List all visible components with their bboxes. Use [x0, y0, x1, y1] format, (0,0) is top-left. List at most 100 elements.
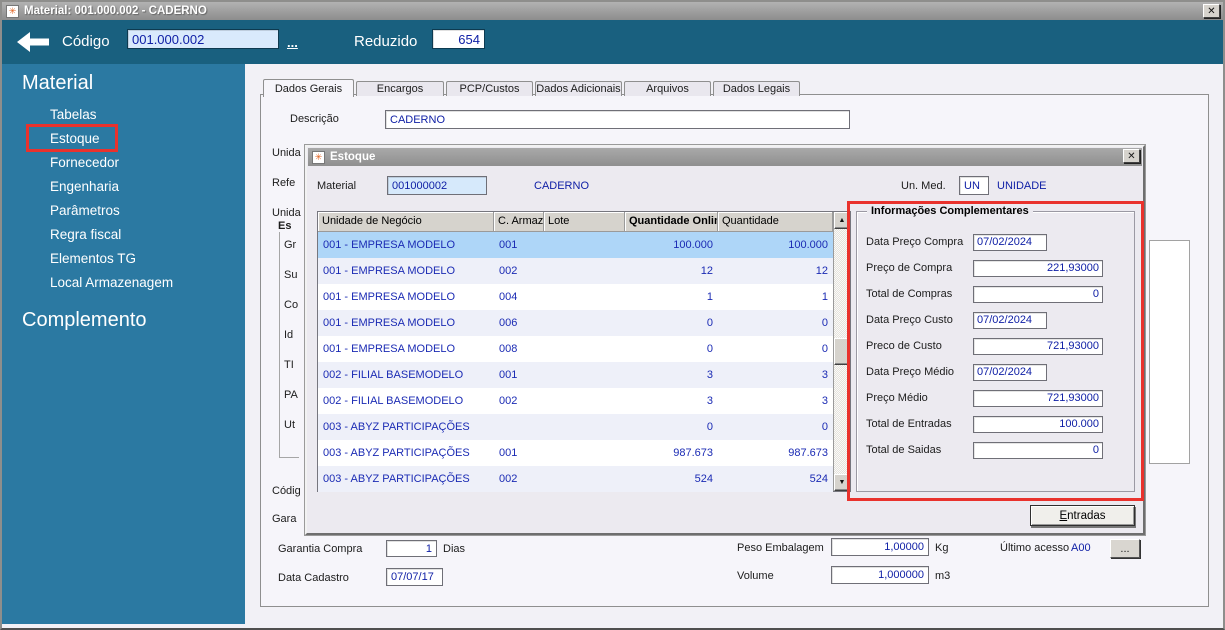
info-input-total-de-compras[interactable]: 0	[973, 285, 1103, 303]
table-cell: 008	[499, 343, 518, 355]
dialog-titlebar: ✳ Estoque	[308, 148, 1142, 166]
sidebar-item-tabelas[interactable]: Tabelas	[50, 107, 97, 122]
table-cell: 524	[809, 473, 828, 485]
tab-arquivos[interactable]: Arquivos	[624, 81, 711, 96]
info-label-preco-de-custo: Preco de Custo	[866, 340, 942, 352]
table-cell: 002	[499, 265, 518, 277]
table-cell	[494, 414, 544, 440]
table-cell	[544, 440, 625, 466]
column-header-quantidade[interactable]: Quantidade	[718, 212, 833, 232]
garantia-input[interactable]: 1	[386, 540, 437, 557]
column-header-quantidade-online[interactable]: Quantidade Online	[625, 212, 718, 232]
table-cell: 0	[821, 317, 828, 329]
table-scrollbar[interactable]: ▲ ▼	[833, 212, 850, 491]
codigo-input[interactable]: 001.000.002	[127, 29, 279, 49]
table-row[interactable]: 001 - EMPRESA MODELO 008 0 0	[318, 336, 833, 362]
info-input-data-prec-o-custo[interactable]: 07/02/2024	[973, 311, 1047, 329]
table-cell	[544, 466, 625, 492]
table-cell: 3	[821, 369, 828, 381]
column-header-unidade-de-nego-cio[interactable]: Unidade de Negócio	[318, 212, 494, 232]
sidebar-section-complemento: Complemento	[22, 309, 147, 331]
info-input-preco-de-custo[interactable]: 721,93000	[973, 337, 1103, 355]
info-field-row: Preço de Compra 221,93000	[857, 255, 1134, 281]
table-row[interactable]: 001 - EMPRESA MODELO 006 0 0	[318, 310, 833, 336]
table-cell: 1	[706, 291, 713, 303]
material-description: CADERNO	[534, 180, 590, 192]
info-input-prec-o-de-compra[interactable]: 221,93000	[973, 259, 1103, 277]
info-label-data-prec-o-compra: Data Preço Compra	[866, 236, 964, 248]
descricao-input[interactable]: CADERNO	[385, 110, 850, 129]
tab-dados-legais[interactable]: Dados Legais	[713, 81, 800, 96]
estoque-dialog: ✳ Estoque ✕ Material 001000002 CADERNO U…	[305, 145, 1145, 535]
peso-input[interactable]: 1,00000	[831, 538, 929, 556]
table-cell: 100.000	[788, 239, 828, 251]
table-row[interactable]: 001 - EMPRESA MODELO 004 1 1	[318, 284, 833, 310]
info-field-row: Data Preço Compra 07/02/2024	[857, 229, 1134, 255]
table-cell: 0	[706, 421, 713, 433]
sidebar-item-estoque[interactable]: Estoque	[26, 124, 118, 152]
info-label-total-de-entradas: Total de Entradas	[866, 418, 952, 430]
info-field-row: Data Preço Custo 07/02/2024	[857, 307, 1134, 333]
window-title: Material: 001.000.002 - CADERNO	[24, 5, 207, 17]
tab-encargos[interactable]: Encargos	[356, 81, 444, 96]
table-row[interactable]: 002 - FILIAL BASEMODELO 001 3 3	[318, 362, 833, 388]
reduzido-input[interactable]: 654	[432, 29, 485, 49]
table-cell: 001 - EMPRESA MODELO	[323, 291, 456, 303]
info-field-row: Total de Saidas 0	[857, 437, 1134, 463]
sidebar-item-para-metros[interactable]: Parâmetros	[50, 203, 120, 218]
tab-strip: Dados Gerais Encargos PCP/Custos Dados Adic…	[263, 78, 800, 97]
sidebar-nav: Material Tabelas Estoque Fornecedor Engenhar…	[2, 64, 245, 624]
table-cell: 3	[821, 395, 828, 407]
sidebar-item-regra-fiscal[interactable]: Regra fiscal	[50, 227, 122, 242]
material-input[interactable]: 001000002	[387, 176, 487, 195]
volume-unit: m3	[935, 570, 951, 582]
clipped-field-fragment	[1149, 240, 1190, 464]
info-input-total-de-saidas[interactable]: 0	[973, 441, 1103, 459]
table-row[interactable]: 003 - ABYZ PARTICIPAÇÕES 001 987.673 987.67…	[318, 440, 833, 466]
table-cell: 001 - EMPRESA MODELO	[323, 239, 456, 251]
info-input-data-prec-o-compra[interactable]: 07/02/2024	[973, 233, 1047, 251]
scroll-up-icon[interactable]: ▲	[834, 212, 850, 229]
clipped-fieldset-border	[279, 232, 299, 458]
data-cadastro-input[interactable]: 07/07/17	[386, 568, 443, 586]
info-field-row: Preço Médio 721,93000	[857, 385, 1134, 411]
info-input-prec-o-me-dio[interactable]: 721,93000	[973, 389, 1103, 407]
table-cell: 001	[499, 239, 518, 251]
entradas-button[interactable]: Entradas	[1030, 505, 1135, 526]
sidebar-item-local-armazenagem[interactable]: Local Armazenagem	[50, 275, 174, 290]
codigo-browse-link[interactable]: ...	[287, 35, 298, 50]
header-bar: Código 001.000.002 ... Reduzido 654	[2, 20, 1223, 64]
ultimo-acesso-browse-button[interactable]: ...	[1110, 539, 1140, 558]
garantia-unit: Dias	[443, 543, 466, 555]
scroll-down-icon[interactable]: ▼	[834, 474, 850, 491]
clipped-label: Códig	[272, 485, 301, 497]
table-row[interactable]: 003 - ABYZ PARTICIPAÇÕES 0 0	[318, 414, 833, 440]
tab-dados-gerais[interactable]: Dados Gerais	[263, 79, 354, 97]
table-row[interactable]: 003 - ABYZ PARTICIPAÇÕES 002 524 524	[318, 466, 833, 492]
table-cell: 12	[815, 265, 828, 277]
sidebar-item-elementos-tg[interactable]: Elementos TG	[50, 251, 137, 266]
dialog-close-icon[interactable]: ✕	[1123, 149, 1140, 163]
peso-unit: Kg	[935, 542, 949, 554]
info-input-data-prec-o-me-dio[interactable]: 07/02/2024	[973, 363, 1047, 381]
info-label-data-prec-o-custo: Data Preço Custo	[866, 314, 953, 326]
tab-dados-adicionais[interactable]: Dados Adicionais	[535, 81, 622, 96]
sidebar-item-fornecedor[interactable]: Fornecedor	[50, 155, 120, 170]
scrollbar-thumb[interactable]	[834, 338, 850, 365]
column-header-lote[interactable]: Lote	[544, 212, 625, 232]
data-cadastro-label: Data Cadastro	[278, 572, 349, 584]
table-row[interactable]: 001 - EMPRESA MODELO 001 100.000 100.000	[318, 232, 833, 258]
volume-input[interactable]: 1,000000	[831, 566, 929, 584]
column-header-c-armaz[interactable]: C. Armaz.	[494, 212, 544, 232]
info-field-row: Total de Entradas 100.000	[857, 411, 1134, 437]
un-med-input[interactable]: UN	[959, 176, 989, 195]
sidebar-item-engenharia[interactable]: Engenharia	[50, 179, 120, 194]
back-arrow-icon[interactable]	[16, 31, 50, 53]
table-row[interactable]: 001 - EMPRESA MODELO 002 12 12	[318, 258, 833, 284]
dialog-icon: ✳	[312, 150, 325, 164]
table-row[interactable]: 002 - FILIAL BASEMODELO 002 3 3	[318, 388, 833, 414]
info-input-total-de-entradas[interactable]: 100.000	[973, 415, 1103, 433]
clipped-label: Unida	[272, 207, 301, 219]
tab-pcp-custos[interactable]: PCP/Custos	[446, 81, 533, 96]
window-close-icon[interactable]: ✕	[1203, 4, 1220, 18]
